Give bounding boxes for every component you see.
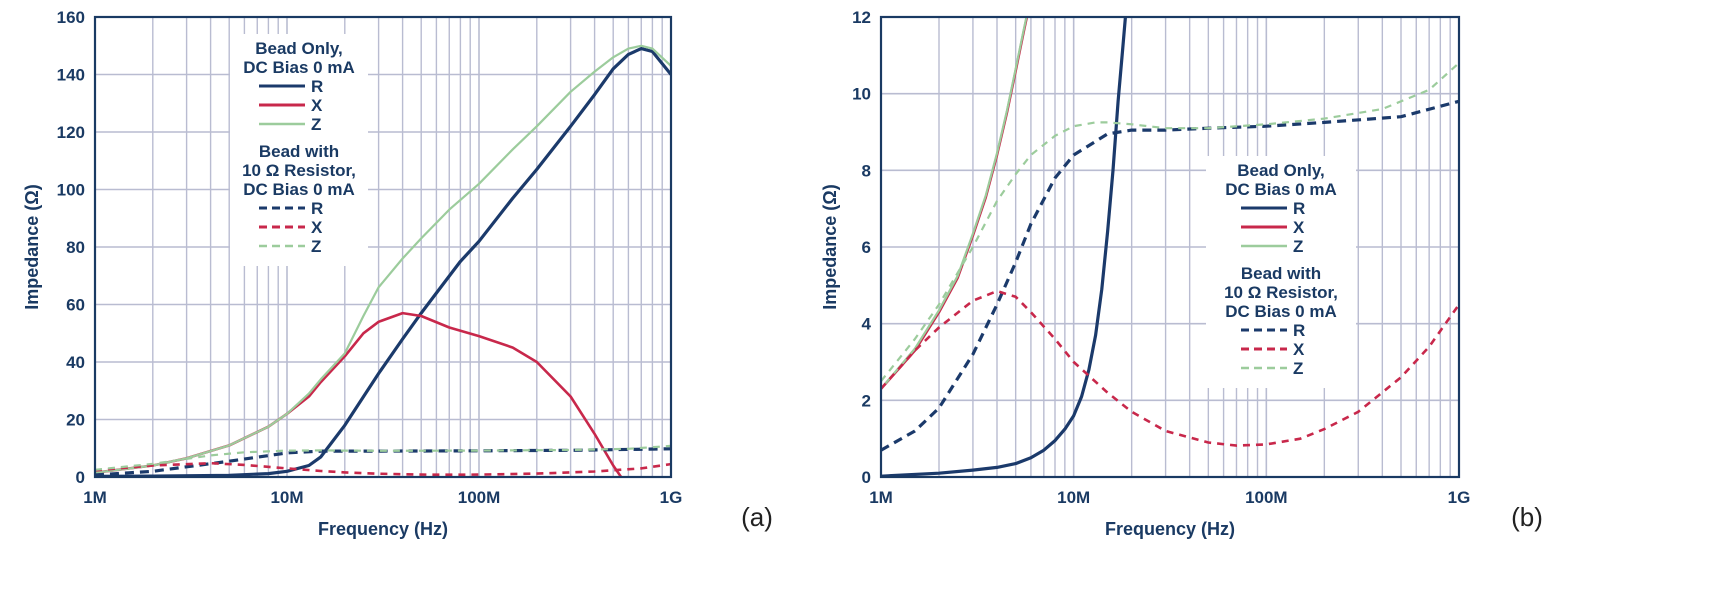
- series-bead-r-line: [95, 46, 671, 477]
- legend-entry-label: Z: [311, 115, 321, 134]
- legend-entry-label: X: [1293, 218, 1305, 237]
- series-bead-z-line: [881, 17, 1028, 390]
- legend-entry-label: R: [311, 199, 323, 218]
- grid: [94, 16, 672, 478]
- y-tick-label: 80: [66, 238, 85, 257]
- y-axis-title: Impedance (Ω): [22, 184, 42, 309]
- legend-entry-label: Z: [311, 237, 321, 256]
- y-tick-label: 10: [852, 85, 871, 104]
- panel-label: (a): [741, 502, 773, 532]
- legend-entry-label: X: [311, 218, 323, 237]
- legend-group-title: DC Bias 0 mA: [243, 58, 354, 77]
- x-tick-label: 1M: [869, 488, 893, 507]
- x-tick-label: 10M: [270, 488, 303, 507]
- legend-group-title: DC Bias 0 mA: [1225, 302, 1336, 321]
- legend-group-title: 10 Ω Resistor,: [242, 161, 356, 180]
- legend-group-title: Bead with: [259, 142, 339, 161]
- x-tick-label: 10M: [1057, 488, 1090, 507]
- legend-group-title: DC Bias 0 mA: [1225, 180, 1336, 199]
- legend-group-title: DC Bias 0 mA: [243, 180, 354, 199]
- x-tick-label: 100M: [458, 488, 501, 507]
- y-axis-title: Impedance (Ω): [820, 184, 840, 309]
- y-tick-label: 8: [862, 161, 871, 180]
- series-layer: [881, 17, 1459, 477]
- series-layer: [95, 44, 671, 477]
- x-axis-title: Frequency (Hz): [1105, 519, 1235, 539]
- legend-entry-label: Z: [1293, 359, 1303, 378]
- x-tick-label: 1M: [83, 488, 107, 507]
- plot-frame: [879, 15, 1461, 479]
- y-tick-label: 4: [862, 315, 872, 334]
- series-resistor-x-line: [881, 289, 1459, 447]
- x-tick-label: 1G: [660, 488, 683, 507]
- y-tick-label: 2: [862, 391, 871, 410]
- series-bead-x-line: [95, 311, 623, 477]
- y-tick-label: 0: [862, 468, 871, 487]
- y-tick-label: 40: [66, 353, 85, 372]
- x-axis-title: Frequency (Hz): [318, 519, 448, 539]
- series-bead-r-line: [881, 17, 1128, 477]
- legend-group-title: Bead with: [1241, 264, 1321, 283]
- y-tick-label: 160: [57, 8, 85, 27]
- y-tick-label: 20: [66, 411, 85, 430]
- legend-entry-label: R: [311, 77, 323, 96]
- series-resistor-r-line: [95, 447, 671, 477]
- series-resistor-r-line: [881, 99, 1459, 452]
- legend-entry-label: X: [311, 96, 323, 115]
- series-resistor-x-line: [95, 461, 671, 477]
- y-tick-label: 60: [66, 296, 85, 315]
- panel-label: (b): [1511, 502, 1543, 532]
- plot-frame: [93, 15, 673, 479]
- legend-group-title: 10 Ω Resistor,: [1224, 283, 1338, 302]
- series-bead-x-line: [881, 17, 1029, 390]
- y-tick-label: 12: [852, 8, 871, 27]
- y-tick-label: 100: [57, 181, 85, 200]
- y-tick-label: 6: [862, 238, 871, 257]
- legend-entry-label: X: [1293, 340, 1305, 359]
- legend-entry-label: R: [1293, 199, 1305, 218]
- legend-group-title: Bead Only,: [1237, 161, 1325, 180]
- series-resistor-z-line: [95, 444, 671, 471]
- series-bead-z-line: [95, 44, 671, 474]
- x-tick-label: 1G: [1448, 488, 1471, 507]
- legend-entry-label: R: [1293, 321, 1305, 340]
- legend-entry-label: Z: [1293, 237, 1303, 256]
- y-tick-label: 140: [57, 66, 85, 85]
- legend-group-title: Bead Only,: [255, 39, 343, 58]
- y-tick-label: 120: [57, 123, 85, 142]
- series-resistor-z-line: [881, 62, 1459, 382]
- x-tick-label: 100M: [1245, 488, 1288, 507]
- y-tick-label: 0: [76, 468, 85, 487]
